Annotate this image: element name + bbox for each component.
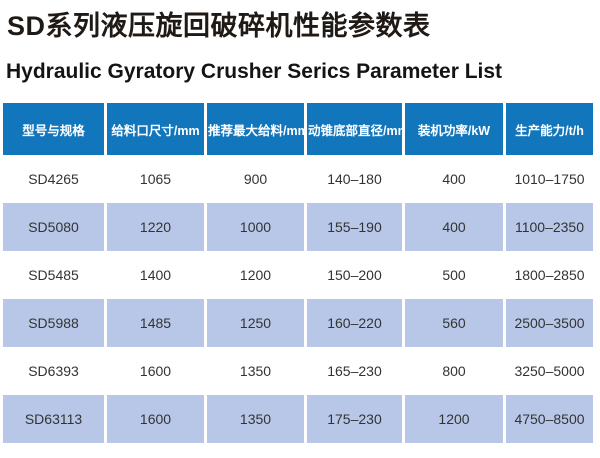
table-cell-model: SD5080: [3, 203, 104, 251]
table-cell: 175–230: [307, 395, 402, 443]
table-cell: 900: [207, 155, 304, 203]
table-cell: 160–220: [307, 299, 402, 347]
table-cell-model: SD6393: [3, 347, 104, 395]
page-title-en: Hydraulic Gyratory Crusher Serics Parame…: [6, 60, 503, 83]
table-cell: 1065: [107, 155, 204, 203]
column-header-cone-diameter: 动锥底部直径/mm: [307, 103, 402, 155]
table-cell: 150–200: [307, 251, 402, 299]
table-row: SD63113 1600 1350 175–230 1200 4750–8500: [3, 395, 593, 443]
table-cell: 2500–3500: [506, 299, 593, 347]
table-cell: 1600: [107, 395, 204, 443]
column-header-power: 装机功率/kW: [405, 103, 503, 155]
table-cell: 140–180: [307, 155, 402, 203]
table-cell: 165–230: [307, 347, 402, 395]
table-cell: 500: [405, 251, 503, 299]
table-cell: 1100–2350: [506, 203, 593, 251]
column-header-feed-opening: 给料口尺寸/mm: [107, 103, 204, 155]
table-cell: 1220: [107, 203, 204, 251]
column-header-capacity: 生产能力/t/h: [506, 103, 593, 155]
table-row: SD6393 1600 1350 165–230 800 3250–5000: [3, 347, 593, 395]
table-row: SD5988 1485 1250 160–220 560 2500–3500: [3, 299, 593, 347]
table-cell: 1600: [107, 347, 204, 395]
table-cell: 1200: [207, 251, 304, 299]
table-cell: 3250–5000: [506, 347, 593, 395]
table-row: SD5485 1400 1200 150–200 500 1800–2850: [3, 251, 593, 299]
column-header-model: 型号与规格: [3, 103, 104, 155]
table-cell: 1010–1750: [506, 155, 593, 203]
table-row: SD5080 1220 1000 155–190 400 1100–2350: [3, 203, 593, 251]
table-cell-model: SD4265: [3, 155, 104, 203]
page-title-zh: SD系列液压旋回破碎机性能参数表: [7, 11, 431, 41]
table-cell: 1485: [107, 299, 204, 347]
table-cell: 800: [405, 347, 503, 395]
table-cell: 400: [405, 203, 503, 251]
table-cell: 1400: [107, 251, 204, 299]
table-cell: 155–190: [307, 203, 402, 251]
table-cell-model: SD5988: [3, 299, 104, 347]
table-cell: 1350: [207, 395, 304, 443]
table-header-row: 型号与规格 给料口尺寸/mm 推荐最大给料/mm 动锥底部直径/mm 装机功率/…: [3, 103, 593, 155]
table-cell: 1200: [405, 395, 503, 443]
table-row: SD4265 1065 900 140–180 400 1010–1750: [3, 155, 593, 203]
table-cell: 1250: [207, 299, 304, 347]
table-cell: 1800–2850: [506, 251, 593, 299]
table-cell: 560: [405, 299, 503, 347]
table-cell: 1000: [207, 203, 304, 251]
column-header-max-feed: 推荐最大给料/mm: [207, 103, 304, 155]
table-cell-model: SD5485: [3, 251, 104, 299]
parameter-table: 型号与规格 给料口尺寸/mm 推荐最大给料/mm 动锥底部直径/mm 装机功率/…: [0, 103, 596, 443]
table-cell: 400: [405, 155, 503, 203]
table-cell: 4750–8500: [506, 395, 593, 443]
table-cell: 1350: [207, 347, 304, 395]
table-cell-model: SD63113: [3, 395, 104, 443]
